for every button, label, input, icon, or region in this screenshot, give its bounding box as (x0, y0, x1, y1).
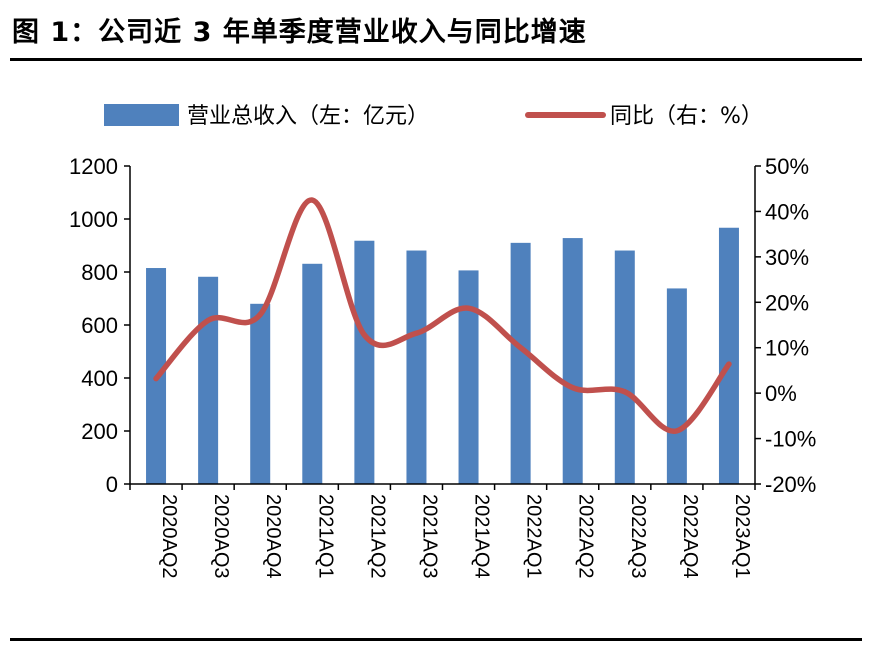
right-tick-label: 30% (765, 245, 809, 270)
category-label: 2020AQ3 (210, 494, 232, 579)
right-tick-label: -20% (765, 472, 816, 497)
bar (562, 238, 583, 484)
line-point (309, 197, 315, 203)
bottom-rule (10, 638, 862, 641)
bar (458, 270, 479, 484)
bar (406, 250, 427, 484)
bar (302, 263, 323, 484)
line-point (257, 312, 263, 318)
line-point (570, 385, 576, 391)
legend: 营业总收入（左：亿元） 同比（右：%） (104, 104, 763, 129)
bar (510, 242, 531, 484)
category-label: 2022AQ4 (679, 494, 701, 579)
bar (718, 227, 739, 484)
category-label: 2020AQ4 (262, 494, 284, 579)
right-tick-label: 20% (765, 290, 809, 315)
right-tick-label: 0% (765, 381, 797, 406)
bar (250, 303, 271, 484)
category-label: 2021AQ3 (418, 494, 440, 579)
left-tick-label: 400 (81, 366, 118, 391)
left-tick-label: 1000 (69, 207, 118, 232)
bar (614, 250, 635, 484)
left-tick-label: 600 (81, 313, 118, 338)
top-rule (10, 58, 862, 61)
category-label: 2020AQ2 (158, 494, 180, 579)
line-point (674, 428, 680, 434)
left-tick-label: 800 (81, 260, 118, 285)
category-label: 2021AQ4 (471, 494, 493, 579)
line-point (413, 330, 419, 336)
category-label: 2022AQ1 (523, 494, 545, 579)
line-series (153, 197, 732, 434)
right-tick-label: -10% (765, 427, 816, 452)
legend-bar-swatch (104, 104, 179, 126)
line-point (205, 317, 211, 323)
bar (198, 276, 219, 484)
category-label: 2021AQ1 (314, 494, 336, 579)
right-tick-label: 50% (765, 154, 809, 179)
left-tick-label: 0 (106, 472, 118, 497)
left-tick-label: 200 (81, 419, 118, 444)
category-label: 2023AQ1 (731, 494, 753, 579)
bar-series (146, 227, 739, 484)
line-point (518, 345, 524, 351)
line-point (726, 361, 732, 367)
bar (666, 288, 687, 484)
axes: 0 200 400 600 800 1000 1200 -20% -10% 0% 10% 20% 30%… (69, 154, 816, 579)
line-point (466, 305, 472, 311)
legend-line-label: 同比（右：%） (610, 104, 763, 129)
category-label: 2022AQ3 (627, 494, 649, 579)
category-label: 2022AQ2 (575, 494, 597, 579)
category-label: 2021AQ2 (366, 494, 388, 579)
legend-bar-label: 营业总收入（左：亿元） (187, 104, 429, 129)
figure-title: 图 1：公司近 3 年单季度营业收入与同比增速 (12, 17, 587, 48)
line-point (622, 389, 628, 395)
right-tick-label: 40% (765, 199, 809, 224)
bar (354, 240, 375, 484)
line-point (361, 332, 367, 338)
yoy-growth-line (153, 197, 732, 434)
left-tick-label: 1200 (69, 154, 118, 179)
right-tick-label: 10% (765, 336, 809, 361)
line-point (153, 376, 159, 382)
